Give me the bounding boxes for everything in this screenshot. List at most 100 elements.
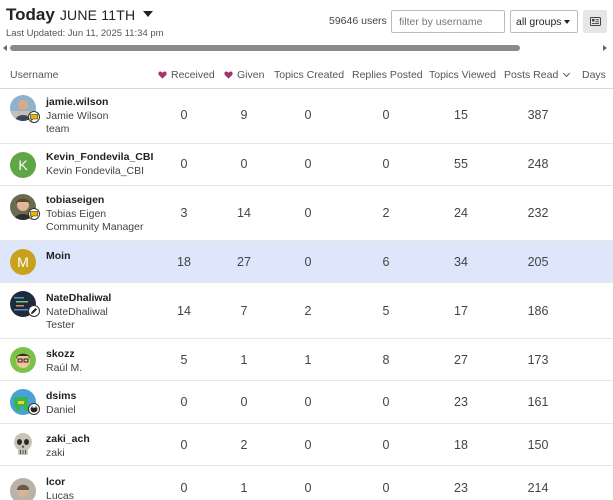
username-link[interactable]: Moin [46,250,71,262]
received-value: 0 [180,395,188,409]
user-full-name: Tobias Eigen [46,208,107,220]
table-row: skozz Raúl M. 5 1 1 8 27 173 [0,339,613,381]
posts-read-value: 232 [527,206,549,220]
topics-created-value: 2 [304,304,312,318]
received-value: 14 [177,304,191,318]
user-full-name: Kevin Fondevila_CBI [46,165,145,177]
user-full-name: Jamie Wilson [46,110,109,122]
avatar[interactable]: M [10,249,36,275]
replies-posted-value: 0 [382,157,390,171]
received-value: 0 [180,157,188,171]
user-full-name: Raúl M. [46,362,83,374]
group-select[interactable]: all groups [510,10,578,33]
given-value: 27 [237,255,251,269]
username-link[interactable]: jamie.wilson [46,96,109,108]
given-value: 1 [240,353,248,367]
given-value: 7 [240,304,248,318]
chat-bubble-icon [30,210,38,218]
sort-chevron-down-icon [563,69,571,77]
avatar[interactable] [10,347,36,373]
replies-posted-value: 0 [382,108,390,122]
received-value: 0 [180,481,188,495]
user-full-name: Lucas [46,490,75,500]
topics-viewed-value: 23 [454,395,468,409]
username-link[interactable]: Kevin_Fondevila_CBI [46,151,154,163]
table-row: K Kevin_Fondevila_CBI Kevin Fondevila_CB… [0,144,613,186]
avatar[interactable] [10,431,36,457]
topics-viewed-value: 27 [454,353,468,367]
replies-posted-value: 0 [382,395,390,409]
column-header-username[interactable]: Username [10,69,59,81]
horizontal-scrollbar[interactable] [0,42,613,54]
topics-created-value: 0 [304,438,312,452]
heart-icon [158,71,167,79]
posts-read-value: 248 [527,157,549,171]
caret-down-icon[interactable] [143,11,154,17]
username-link[interactable]: lcor [46,476,66,488]
given-value: 14 [237,206,251,220]
scrollbar-thumb[interactable] [10,45,520,51]
id-card-icon [589,17,601,26]
posts-read-value: 205 [527,255,549,269]
user-photo-icon [10,478,36,500]
username-link[interactable]: skozz [46,348,75,360]
status-badge [28,111,40,123]
username-link[interactable]: NateDhaliwal [46,292,112,304]
toggle-details-button[interactable] [583,10,607,33]
given-value: 0 [240,395,248,409]
status-badge [28,305,40,317]
username-link[interactable]: zaki_ach [46,433,90,445]
status-badge [28,208,40,220]
table-row: zaki_ach zaki 0 2 0 0 18 150 [0,424,613,466]
plug-icon [30,406,38,413]
table-row: NateDhaliwal NateDhaliwal Tester 14 7 2 … [0,283,613,339]
replies-posted-value: 2 [382,206,390,220]
avatar-letter: M [17,254,29,270]
period-selector[interactable]: Today JUNE 11TH [6,5,154,25]
avatar[interactable] [10,478,36,500]
received-value: 5 [180,353,188,367]
column-header-replies-posted[interactable]: Replies Posted [352,69,423,81]
page-header: Today JUNE 11TH Last Updated: Jun 11, 20… [0,0,613,44]
table-row: jamie.wilson Jamie Wilson team 0 9 0 0 1… [0,89,613,144]
topics-viewed-value: 18 [454,438,468,452]
user-full-name: Daniel [46,404,76,416]
replies-posted-value: 6 [382,255,390,269]
topics-viewed-value: 23 [454,481,468,495]
skull-icon [14,433,32,455]
topics-created-value: 0 [304,206,312,220]
chat-bubble-icon [30,113,38,121]
column-header-given-label: Given [237,69,265,81]
column-header-posts-read[interactable]: Posts Read [504,62,571,88]
user-full-name: zaki [46,447,65,459]
given-value: 0 [240,157,248,171]
posts-read-value: 387 [527,108,549,122]
received-value: 18 [177,255,191,269]
topics-viewed-value: 34 [454,255,468,269]
column-header-topics-viewed[interactable]: Topics Viewed [429,69,496,81]
chevron-down-icon [564,20,570,24]
filter-username-input[interactable] [391,10,505,33]
received-value: 3 [180,206,188,220]
scroll-left-icon[interactable] [3,45,7,51]
column-header-topics-created[interactable]: Topics Created [274,69,345,81]
received-value: 0 [180,108,188,122]
column-header-received[interactable]: Received [158,62,215,88]
column-header-days[interactable]: Days [582,69,606,81]
scroll-right-icon[interactable] [603,45,607,51]
username-link[interactable]: dsims [46,390,77,402]
posts-read-value: 150 [527,438,549,452]
username-link[interactable]: tobiaseigen [46,194,105,206]
replies-posted-value: 5 [382,304,390,318]
column-header-given[interactable]: Given [224,62,264,88]
topics-created-value: 0 [304,108,312,122]
avatar[interactable]: K [10,152,36,178]
posts-read-value: 161 [527,395,549,409]
column-header-received-label: Received [171,69,215,81]
column-header-posts-read-label: Posts Read [504,69,559,81]
topics-created-value: 0 [304,255,312,269]
replies-posted-value: 0 [382,481,390,495]
period-title: Today [6,5,55,24]
posts-read-value: 186 [527,304,549,318]
replies-posted-value: 8 [382,353,390,367]
